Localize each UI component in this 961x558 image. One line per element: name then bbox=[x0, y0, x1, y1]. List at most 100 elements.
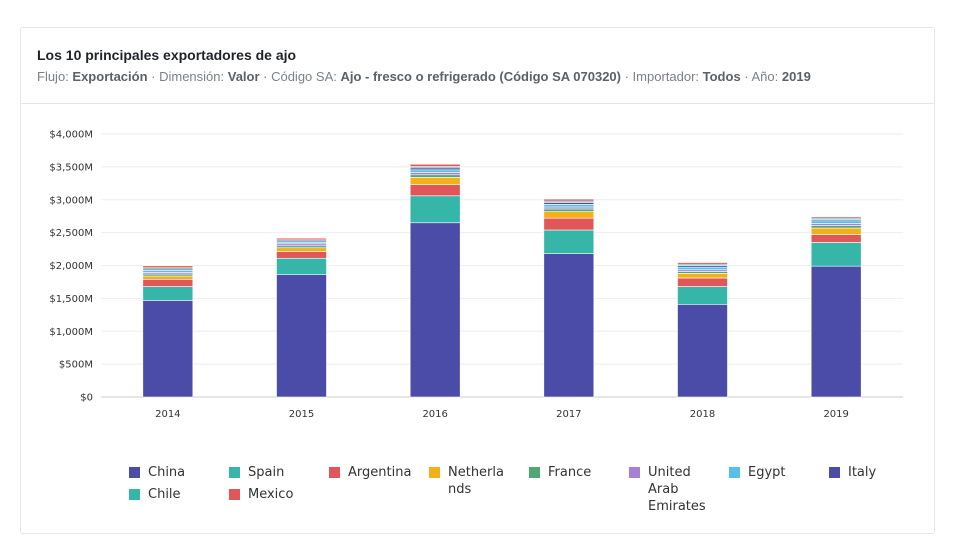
bar-segment-mexico bbox=[142, 265, 194, 269]
subtitle-value: Todos bbox=[702, 69, 741, 84]
bar-segment-netherlands bbox=[543, 211, 595, 219]
subtitle-label: · Importador: bbox=[621, 69, 703, 84]
bar-segment-china bbox=[409, 222, 461, 398]
bar-segment-argentina bbox=[810, 234, 862, 243]
bar-segment-spain bbox=[142, 286, 194, 301]
legend-swatch bbox=[129, 489, 140, 500]
y-tick-label: $3,000M bbox=[49, 195, 93, 206]
x-tick-label: 2017 bbox=[556, 409, 581, 420]
bar-segment-spain bbox=[543, 229, 595, 254]
bar-segment-france bbox=[409, 174, 461, 178]
bar-segment-china bbox=[543, 253, 595, 398]
bar-segment-egypt bbox=[677, 266, 728, 271]
chart-title: Los 10 principales exportadores de ajo bbox=[37, 47, 297, 63]
legend-swatch bbox=[529, 467, 540, 478]
y-tick-label: $0 bbox=[80, 393, 93, 404]
bar-segment-china bbox=[810, 265, 862, 398]
y-tick-label: $4,000M bbox=[49, 130, 93, 141]
bar-segment-argentina bbox=[543, 217, 595, 231]
legend-swatch bbox=[729, 467, 740, 478]
bar-segment-china bbox=[677, 303, 728, 398]
chart-card: Los 10 principales exportadores de ajo F… bbox=[20, 27, 935, 534]
y-tick-label: $3,500M bbox=[49, 162, 93, 173]
bar-segment-united-arab-emirates bbox=[409, 172, 461, 176]
legend-label-line: Chile bbox=[148, 487, 181, 502]
x-tick-label: 2016 bbox=[422, 409, 447, 420]
bar-segment-france bbox=[810, 225, 862, 229]
legend-label-line: nds bbox=[448, 482, 472, 497]
y-tick-label: $2,000M bbox=[49, 261, 93, 272]
bar-segment-mexico bbox=[810, 216, 862, 219]
legend-label-line: France bbox=[548, 465, 592, 480]
subtitle-value: Exportación bbox=[72, 69, 148, 84]
bar-segment-argentina bbox=[142, 279, 194, 287]
x-tick-label: 2014 bbox=[155, 409, 180, 420]
legend-label: China bbox=[148, 464, 185, 481]
y-tick-label: $1,000M bbox=[49, 327, 93, 338]
legend-label-line: United bbox=[648, 465, 691, 480]
chart-legend: China Spain Argentina Netherla nds France Unit… bbox=[129, 464, 929, 524]
bar-segment-netherlands bbox=[276, 247, 327, 252]
bar-segment-netherlands bbox=[677, 273, 728, 279]
legend-swatch bbox=[129, 467, 140, 478]
legend-label-line: Arab bbox=[648, 482, 679, 497]
legend-label: France bbox=[548, 464, 591, 481]
bar-segment-netherlands bbox=[142, 275, 194, 280]
bar-segment-spain bbox=[677, 286, 728, 305]
legend-label: Netherla nds bbox=[448, 464, 504, 498]
legend-label: Mexico bbox=[248, 486, 293, 503]
bar-segment-china bbox=[276, 274, 327, 398]
legend-label-line: Spain bbox=[248, 465, 285, 480]
legend-label: Spain bbox=[248, 464, 284, 481]
legend-label: Chile bbox=[148, 486, 181, 503]
legend-label-line: Emirates bbox=[648, 499, 706, 514]
legend-swatch bbox=[629, 467, 640, 478]
subtitle-label: Flujo: bbox=[37, 69, 73, 84]
bar-segment-egypt bbox=[543, 204, 595, 208]
bar-segment-mexico bbox=[409, 163, 461, 167]
legend-label: United Arab Emirates bbox=[648, 464, 706, 515]
legend-label-line: China bbox=[148, 465, 186, 480]
x-tick-label: 2015 bbox=[289, 409, 314, 420]
bar-segment-spain bbox=[409, 195, 461, 224]
y-tick-label: $1,500M bbox=[49, 294, 93, 305]
subtitle-label: · Dimensión: bbox=[147, 69, 228, 84]
y-tick-label: $2,500M bbox=[49, 228, 93, 239]
subtitle-label: · Código SA: bbox=[259, 69, 341, 84]
bar-segment-argentina bbox=[276, 251, 327, 259]
bar-segment-france bbox=[543, 208, 595, 212]
legend-swatch bbox=[829, 467, 840, 478]
legend-label-line: Mexico bbox=[248, 487, 294, 502]
legend-swatch bbox=[229, 467, 240, 478]
legend-label-line: Egypt bbox=[748, 465, 786, 480]
legend-label-line: Italy bbox=[848, 465, 877, 480]
legend-swatch bbox=[429, 467, 440, 478]
card-header: Los 10 principales exportadores de ajo F… bbox=[21, 28, 934, 104]
bar-segment-argentina bbox=[409, 184, 461, 197]
bar-segment-egypt bbox=[409, 169, 461, 173]
bar-segment-mexico bbox=[677, 262, 728, 265]
subtitle-value: 2019 bbox=[781, 69, 811, 84]
bar-segment-spain bbox=[276, 257, 327, 276]
bar-segment-spain bbox=[810, 242, 862, 267]
bar-segment-china bbox=[142, 300, 194, 398]
chart-subtitle: Flujo: Exportación · Dimensión: Valor · … bbox=[37, 69, 811, 84]
bar-segment-argentina bbox=[677, 277, 728, 287]
subtitle-value: Valor bbox=[227, 69, 260, 84]
bar-segment-egypt bbox=[810, 220, 862, 224]
legend-swatch bbox=[229, 489, 240, 500]
legend-swatch bbox=[329, 467, 340, 478]
stacked-bar-chart: $0 $500M $1,000M $1,500M $2,000M $2,500M $3,00… bbox=[49, 130, 903, 420]
legend-label: Italy bbox=[848, 464, 876, 481]
x-tick-label: 2019 bbox=[823, 409, 848, 420]
y-tick-label: $500M bbox=[59, 360, 93, 371]
subtitle-label: · Año: bbox=[740, 69, 782, 84]
bar-segment-netherlands bbox=[810, 227, 862, 235]
subtitle-value: Ajo - fresco o refrigerado (Código SA 07… bbox=[340, 69, 621, 84]
x-tick-label: 2018 bbox=[690, 409, 715, 420]
bar-segment-netherlands bbox=[409, 177, 461, 185]
bar-segment-mexico bbox=[276, 237, 327, 241]
legend-label-line: Argentina bbox=[348, 465, 412, 480]
legend-label-line: Netherla bbox=[448, 465, 504, 480]
bar-segment-mexico bbox=[543, 198, 595, 202]
